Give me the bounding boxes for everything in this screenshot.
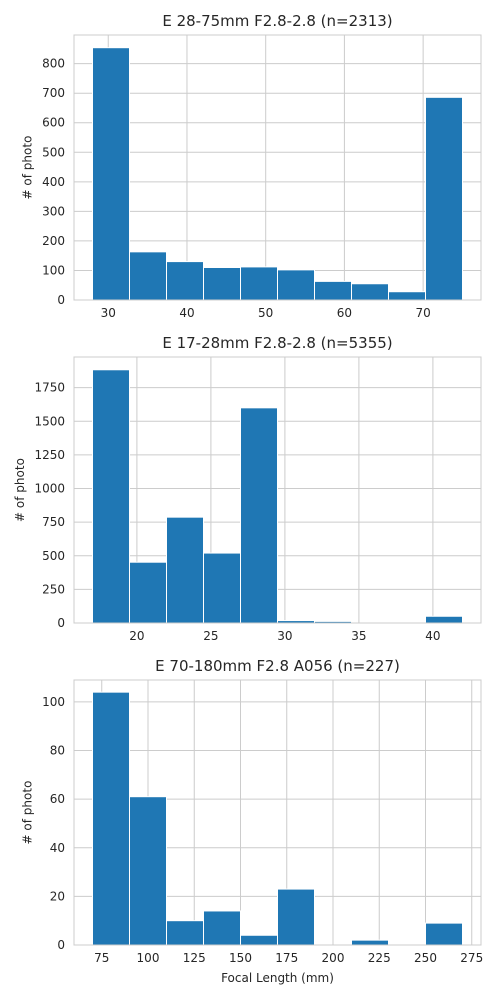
x-tick-label: 225: [368, 951, 391, 965]
y-tick-label: 700: [42, 86, 65, 100]
histogram-bar: [203, 552, 241, 624]
plot-frame: [73, 356, 482, 624]
histogram-bar: [314, 280, 352, 301]
histogram-bar: [203, 267, 241, 301]
y-axis-label: # of photo: [13, 458, 27, 522]
chart-title: E 28-75mm F2.8-2.8 (n=2313): [162, 12, 392, 30]
chart-title: E 70-180mm F2.8 A056 (n=227): [155, 657, 400, 675]
histogram-bar: [166, 920, 204, 946]
y-tick-label: 0: [57, 293, 65, 307]
y-tick-label: 400: [42, 175, 65, 189]
x-tick-label: 50: [258, 306, 273, 320]
x-tick-label: 30: [277, 629, 292, 643]
y-axis-label: # of photo: [21, 136, 35, 200]
y-axis-label: # of photo: [21, 781, 35, 845]
histogram-bar: [388, 291, 426, 301]
histogram-bar: [240, 407, 278, 624]
y-tick-label: 200: [42, 234, 65, 248]
y-tick-label: 0: [57, 938, 65, 952]
plot-frame: [73, 679, 482, 946]
y-tick-label: 1000: [34, 482, 65, 496]
x-tick-label: 150: [229, 951, 252, 965]
y-tick-label: 500: [42, 549, 65, 563]
y-tick-label: 250: [42, 582, 65, 596]
y-tick-label: 60: [50, 792, 65, 806]
y-tick-label: 600: [42, 116, 65, 130]
y-tick-label: 750: [42, 515, 65, 529]
histogram-bar: [129, 561, 167, 624]
x-tick-label: 35: [351, 629, 366, 643]
x-tick-label: 40: [179, 306, 194, 320]
y-tick-label: 500: [42, 145, 65, 159]
x-axis-label: Focal Length (mm): [221, 971, 334, 985]
x-tick-label: 70: [415, 306, 430, 320]
x-tick-label: 100: [137, 951, 160, 965]
y-tick-label: 20: [50, 889, 65, 903]
y-tick-label: 40: [50, 841, 65, 855]
x-tick-label: 125: [183, 951, 206, 965]
x-tick-label: 40: [425, 629, 440, 643]
histogram-bar: [166, 261, 204, 301]
histogram-bar: [277, 888, 315, 946]
x-tick-label: 275: [460, 951, 483, 965]
x-tick-label: 75: [94, 951, 109, 965]
x-tick-label: 30: [101, 306, 116, 320]
x-tick-label: 250: [414, 951, 437, 965]
histogram-bar: [92, 691, 130, 946]
y-tick-label: 100: [42, 695, 65, 709]
histogram-bar: [203, 910, 241, 946]
y-tick-label: 1500: [34, 414, 65, 428]
histogram-bar: [166, 516, 204, 624]
chart-title: E 17-28mm F2.8-2.8 (n=5355): [162, 334, 392, 352]
y-tick-label: 0: [57, 616, 65, 630]
histogram-bar: [277, 269, 315, 301]
histogram-bar: [92, 369, 130, 624]
x-tick-label: 200: [322, 951, 345, 965]
histogram-bar: [129, 796, 167, 946]
histogram-bar: [240, 266, 278, 301]
histogram-bar: [425, 922, 463, 946]
y-tick-label: 300: [42, 204, 65, 218]
y-tick-label: 1750: [34, 381, 65, 395]
x-tick-label: 20: [129, 629, 144, 643]
histogram-bar: [351, 283, 389, 301]
histogram-bar: [92, 47, 130, 301]
plot-frame: [73, 34, 482, 301]
y-tick-label: 100: [42, 263, 65, 277]
x-tick-label: 25: [203, 629, 218, 643]
chart-panel-3: 75 100 125 150 175 200 225 250 275 0 20 40 60 80 100 E …: [21, 657, 484, 985]
y-tick-label: 80: [50, 744, 65, 758]
x-tick-label: 175: [275, 951, 298, 965]
histogram-bar: [425, 615, 463, 624]
y-tick-label: 800: [42, 57, 65, 71]
histogram-bar: [240, 934, 278, 946]
histogram-bar: [351, 939, 389, 946]
x-tick-label: 60: [337, 306, 352, 320]
histogram-bar: [425, 96, 463, 301]
y-tick-label: 1250: [34, 448, 65, 462]
chart-panel-2: 20 25 30 35 40 0 250 500 750 1000 1250 1500 1750 E 17…: [13, 334, 482, 643]
histogram-bar: [129, 251, 167, 301]
